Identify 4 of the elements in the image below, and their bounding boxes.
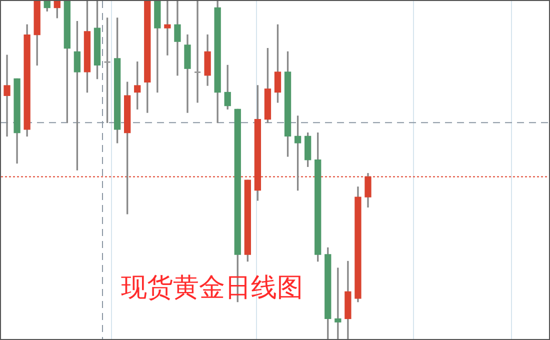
candlestick [194, 1, 201, 103]
candlestick [164, 1, 171, 56]
candlestick [174, 1, 181, 76]
candlestick [4, 54, 10, 137]
